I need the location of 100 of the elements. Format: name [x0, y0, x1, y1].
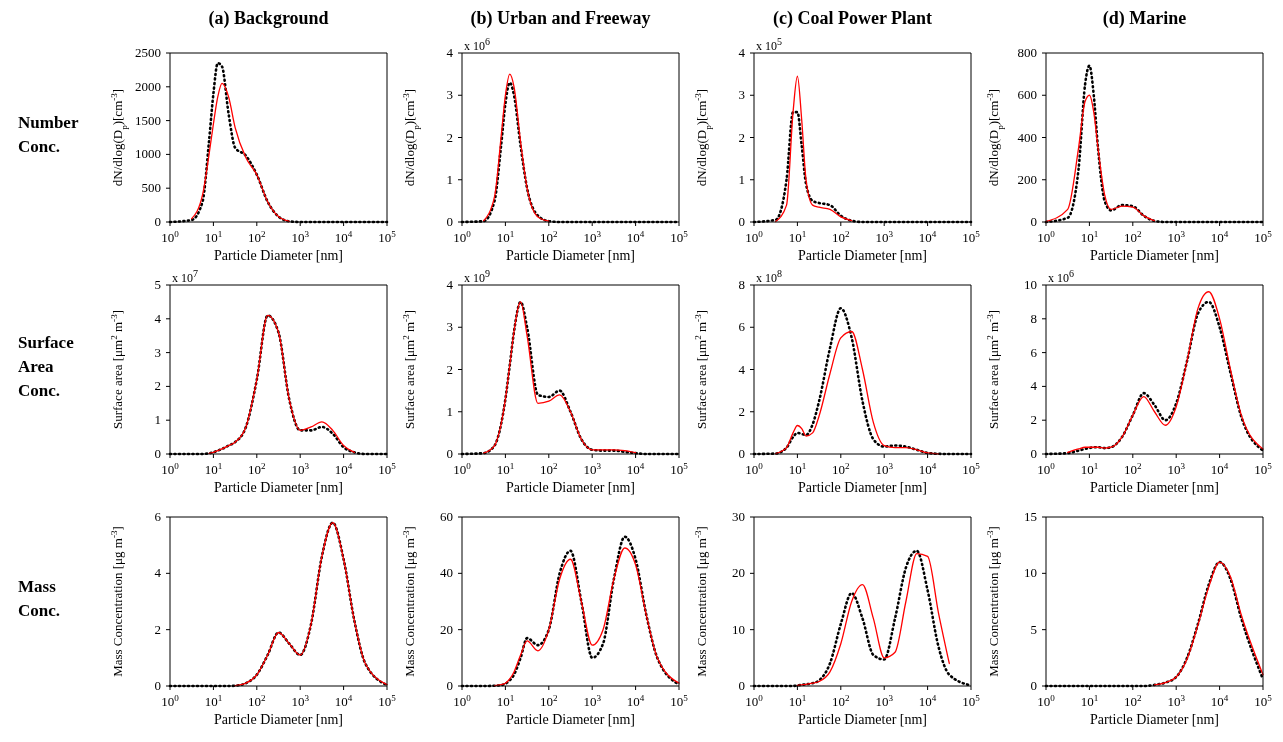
y-tick-label: 1 — [154, 412, 161, 428]
x-tick-label: 10$^{4}$ — [334, 461, 353, 477]
y-tick-label: 20 — [732, 565, 745, 581]
x-tick-label: 10$^{1}$ — [496, 693, 515, 709]
x-tick-label: 10$^{5}$ — [962, 461, 981, 477]
x-tick-label: 10$^{5}$ — [670, 693, 689, 709]
x-tick-label: 10$^{1}$ — [496, 461, 515, 477]
x-tick-label: 10$^{4}$ — [626, 693, 645, 709]
x-tick-label: 10$^{2}$ — [832, 461, 851, 477]
y-tick-label: 3 — [446, 87, 453, 103]
y-tick-label: 10 — [732, 621, 745, 637]
annotation: x 10$^{6}$ — [464, 35, 490, 53]
x-tick-label: 10$^{3}$ — [1167, 693, 1186, 709]
x-axis-title: Particle Diameter [nm] — [797, 712, 928, 727]
y-tick-label: 6 — [738, 319, 746, 335]
x-tick-label: 10$^{1}$ — [788, 229, 807, 245]
y-tick-label: 5 — [154, 277, 161, 292]
x-tick-label: 10$^{0}$ — [745, 461, 764, 477]
y-tick-label: 10 — [1024, 277, 1037, 292]
x-tick-label: 10$^{0}$ — [745, 229, 764, 245]
x-tick-label: 10$^{3}$ — [291, 693, 310, 709]
x-tick-label: 10$^{4}$ — [918, 229, 937, 245]
y-tick-label: 8 — [1030, 310, 1037, 326]
y-tick-label: 6 — [154, 509, 162, 524]
x-tick-label: 10$^{2}$ — [1124, 461, 1143, 477]
y-tick-label: 2 — [1030, 412, 1037, 428]
y-tick-label: 0 — [1030, 214, 1037, 229]
y-tick-label: 4 — [738, 45, 746, 60]
x-tick-label: 10$^{5}$ — [670, 229, 689, 245]
annotation: x 10$^{8}$ — [756, 267, 782, 285]
x-tick-label: 10$^{1}$ — [788, 461, 807, 477]
y-tick-label: 2 — [738, 403, 745, 419]
x-tick-label: 10$^{2}$ — [832, 229, 851, 245]
x-tick-label: 10$^{3}$ — [875, 461, 894, 477]
chart-title: (a) Background — [207, 8, 330, 30]
y-tick-label: 800 — [1017, 45, 1037, 60]
x-tick-label: 10$^{0}$ — [453, 693, 472, 709]
y-tick-label: 2 — [154, 621, 161, 637]
x-tick-label: 10$^{1}$ — [1080, 461, 1099, 477]
x-tick-label: 10$^{2}$ — [832, 693, 851, 709]
x-tick-label: 10$^{4}$ — [626, 229, 645, 245]
x-tick-label: 10$^{2}$ — [540, 229, 559, 245]
x-axis-title: Particle Diameter [nm] — [505, 712, 636, 727]
y-tick-label: 5 — [1030, 621, 1037, 637]
x-tick-label: 10$^{0}$ — [1037, 461, 1056, 477]
x-tick-label: 10$^{1}$ — [204, 693, 223, 709]
x-tick-label: 10$^{2}$ — [1124, 693, 1143, 709]
y-tick-label: 0 — [154, 446, 161, 461]
x-tick-label: 10$^{0}$ — [1037, 229, 1056, 245]
x-tick-label: 10$^{0}$ — [161, 461, 180, 477]
chart-title: (d) Marine — [1101, 8, 1188, 30]
y-tick-label: 2500 — [135, 45, 161, 60]
y-tick-label: 500 — [141, 180, 161, 196]
x-tick-label: 10$^{4}$ — [918, 461, 937, 477]
y-tick-label: 2000 — [135, 78, 161, 94]
y-tick-label: 1000 — [135, 146, 161, 162]
chart-title: (c) Coal Power Plant — [771, 8, 934, 30]
x-tick-label: 10$^{5}$ — [378, 693, 397, 709]
y-tick-label: 30 — [732, 509, 745, 524]
x-axis-title: Particle Diameter [nm] — [1089, 480, 1220, 495]
x-tick-label: 10$^{3}$ — [1167, 229, 1186, 245]
x-axis-title: Particle Diameter [nm] — [505, 480, 636, 495]
y-tick-label: 0 — [738, 214, 745, 229]
y-tick-label: 20 — [440, 621, 453, 637]
x-tick-label: 10$^{4}$ — [334, 229, 353, 245]
y-tick-label: 40 — [440, 565, 453, 581]
x-tick-label: 10$^{4}$ — [1210, 693, 1229, 709]
x-tick-label: 10$^{1}$ — [496, 229, 515, 245]
x-tick-label: 10$^{1}$ — [204, 461, 223, 477]
x-tick-label: 10$^{3}$ — [291, 461, 310, 477]
x-tick-label: 10$^{0}$ — [161, 229, 180, 245]
y-tick-label: 3 — [446, 319, 453, 335]
y-tick-label: 4 — [738, 361, 746, 377]
x-tick-label: 10$^{4}$ — [334, 693, 353, 709]
x-tick-label: 10$^{5}$ — [962, 693, 981, 709]
x-tick-label: 10$^{5}$ — [670, 461, 689, 477]
x-axis-title: Particle Diameter [nm] — [797, 248, 928, 263]
y-tick-label: 4 — [1030, 378, 1038, 394]
x-tick-label: 10$^{0}$ — [453, 461, 472, 477]
x-tick-label: 10$^{5}$ — [962, 229, 981, 245]
chart-title: (b) Urban and Freeway — [469, 8, 652, 30]
y-tick-label: 4 — [154, 565, 162, 581]
x-tick-label: 10$^{4}$ — [1210, 229, 1229, 245]
x-tick-label: 10$^{4}$ — [626, 461, 645, 477]
text: x 10$^{7}$ — [172, 267, 198, 285]
y-tick-label: 15 — [1024, 509, 1037, 524]
y-tick-label: 1 — [446, 171, 453, 187]
x-tick-label: 10$^{2}$ — [540, 693, 559, 709]
x-tick-label: 10$^{0}$ — [161, 693, 180, 709]
annotation: x 10$^{5}$ — [756, 35, 782, 53]
x-axis-title: Particle Diameter [nm] — [1089, 712, 1220, 727]
x-tick-label: 10$^{1}$ — [1080, 229, 1099, 245]
x-tick-label: 10$^{3}$ — [583, 229, 602, 245]
x-tick-label: 10$^{0}$ — [453, 229, 472, 245]
y-tick-label: 0 — [446, 446, 453, 461]
x-axis-title: Particle Diameter [nm] — [213, 248, 344, 263]
x-tick-label: 10$^{0}$ — [1037, 693, 1056, 709]
x-tick-label: 10$^{5}$ — [1254, 693, 1273, 709]
x-axis-title: Particle Diameter [nm] — [797, 480, 928, 495]
x-tick-label: 10$^{3}$ — [875, 693, 894, 709]
